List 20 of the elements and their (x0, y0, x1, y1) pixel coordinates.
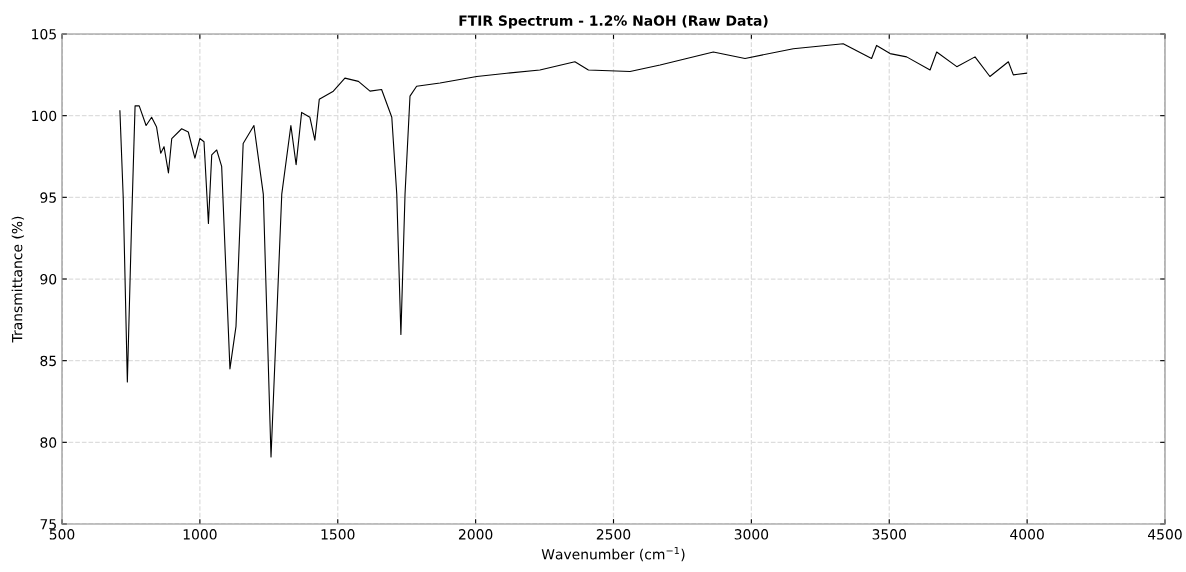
y-tick-label: 85 (40, 355, 56, 367)
x-axis-title: Wavenumber (cm$^{−1}$) (541, 546, 685, 562)
y-tick-label: 105 (32, 28, 56, 40)
x-tick-label: 4500 (1148, 529, 1182, 540)
x-tick-label: 500 (49, 529, 75, 540)
y-tick-label: 95 (40, 192, 56, 203)
x-tick-label: 3000 (734, 529, 769, 540)
y-tick-label: 75 (40, 519, 56, 530)
x-tick-label: 2500 (596, 529, 631, 540)
x-tick-label: 2000 (458, 529, 493, 540)
y-tick-label: 100 (32, 110, 57, 122)
line-series (119, 43, 1028, 458)
x-tick-label: 1000 (183, 529, 217, 540)
x-tick-label: 1500 (321, 529, 355, 540)
x-tick-label: 4000 (1010, 529, 1044, 540)
y-axis-title: Transmittance (%) (11, 216, 25, 343)
y-tick-label: 80 (40, 437, 57, 448)
chart-title: FTIR Spectrum - 1.2% NaOH (Raw Data) (459, 15, 768, 29)
x-tick-label: 3500 (872, 529, 906, 540)
y-tick-label: 90 (40, 273, 57, 285)
